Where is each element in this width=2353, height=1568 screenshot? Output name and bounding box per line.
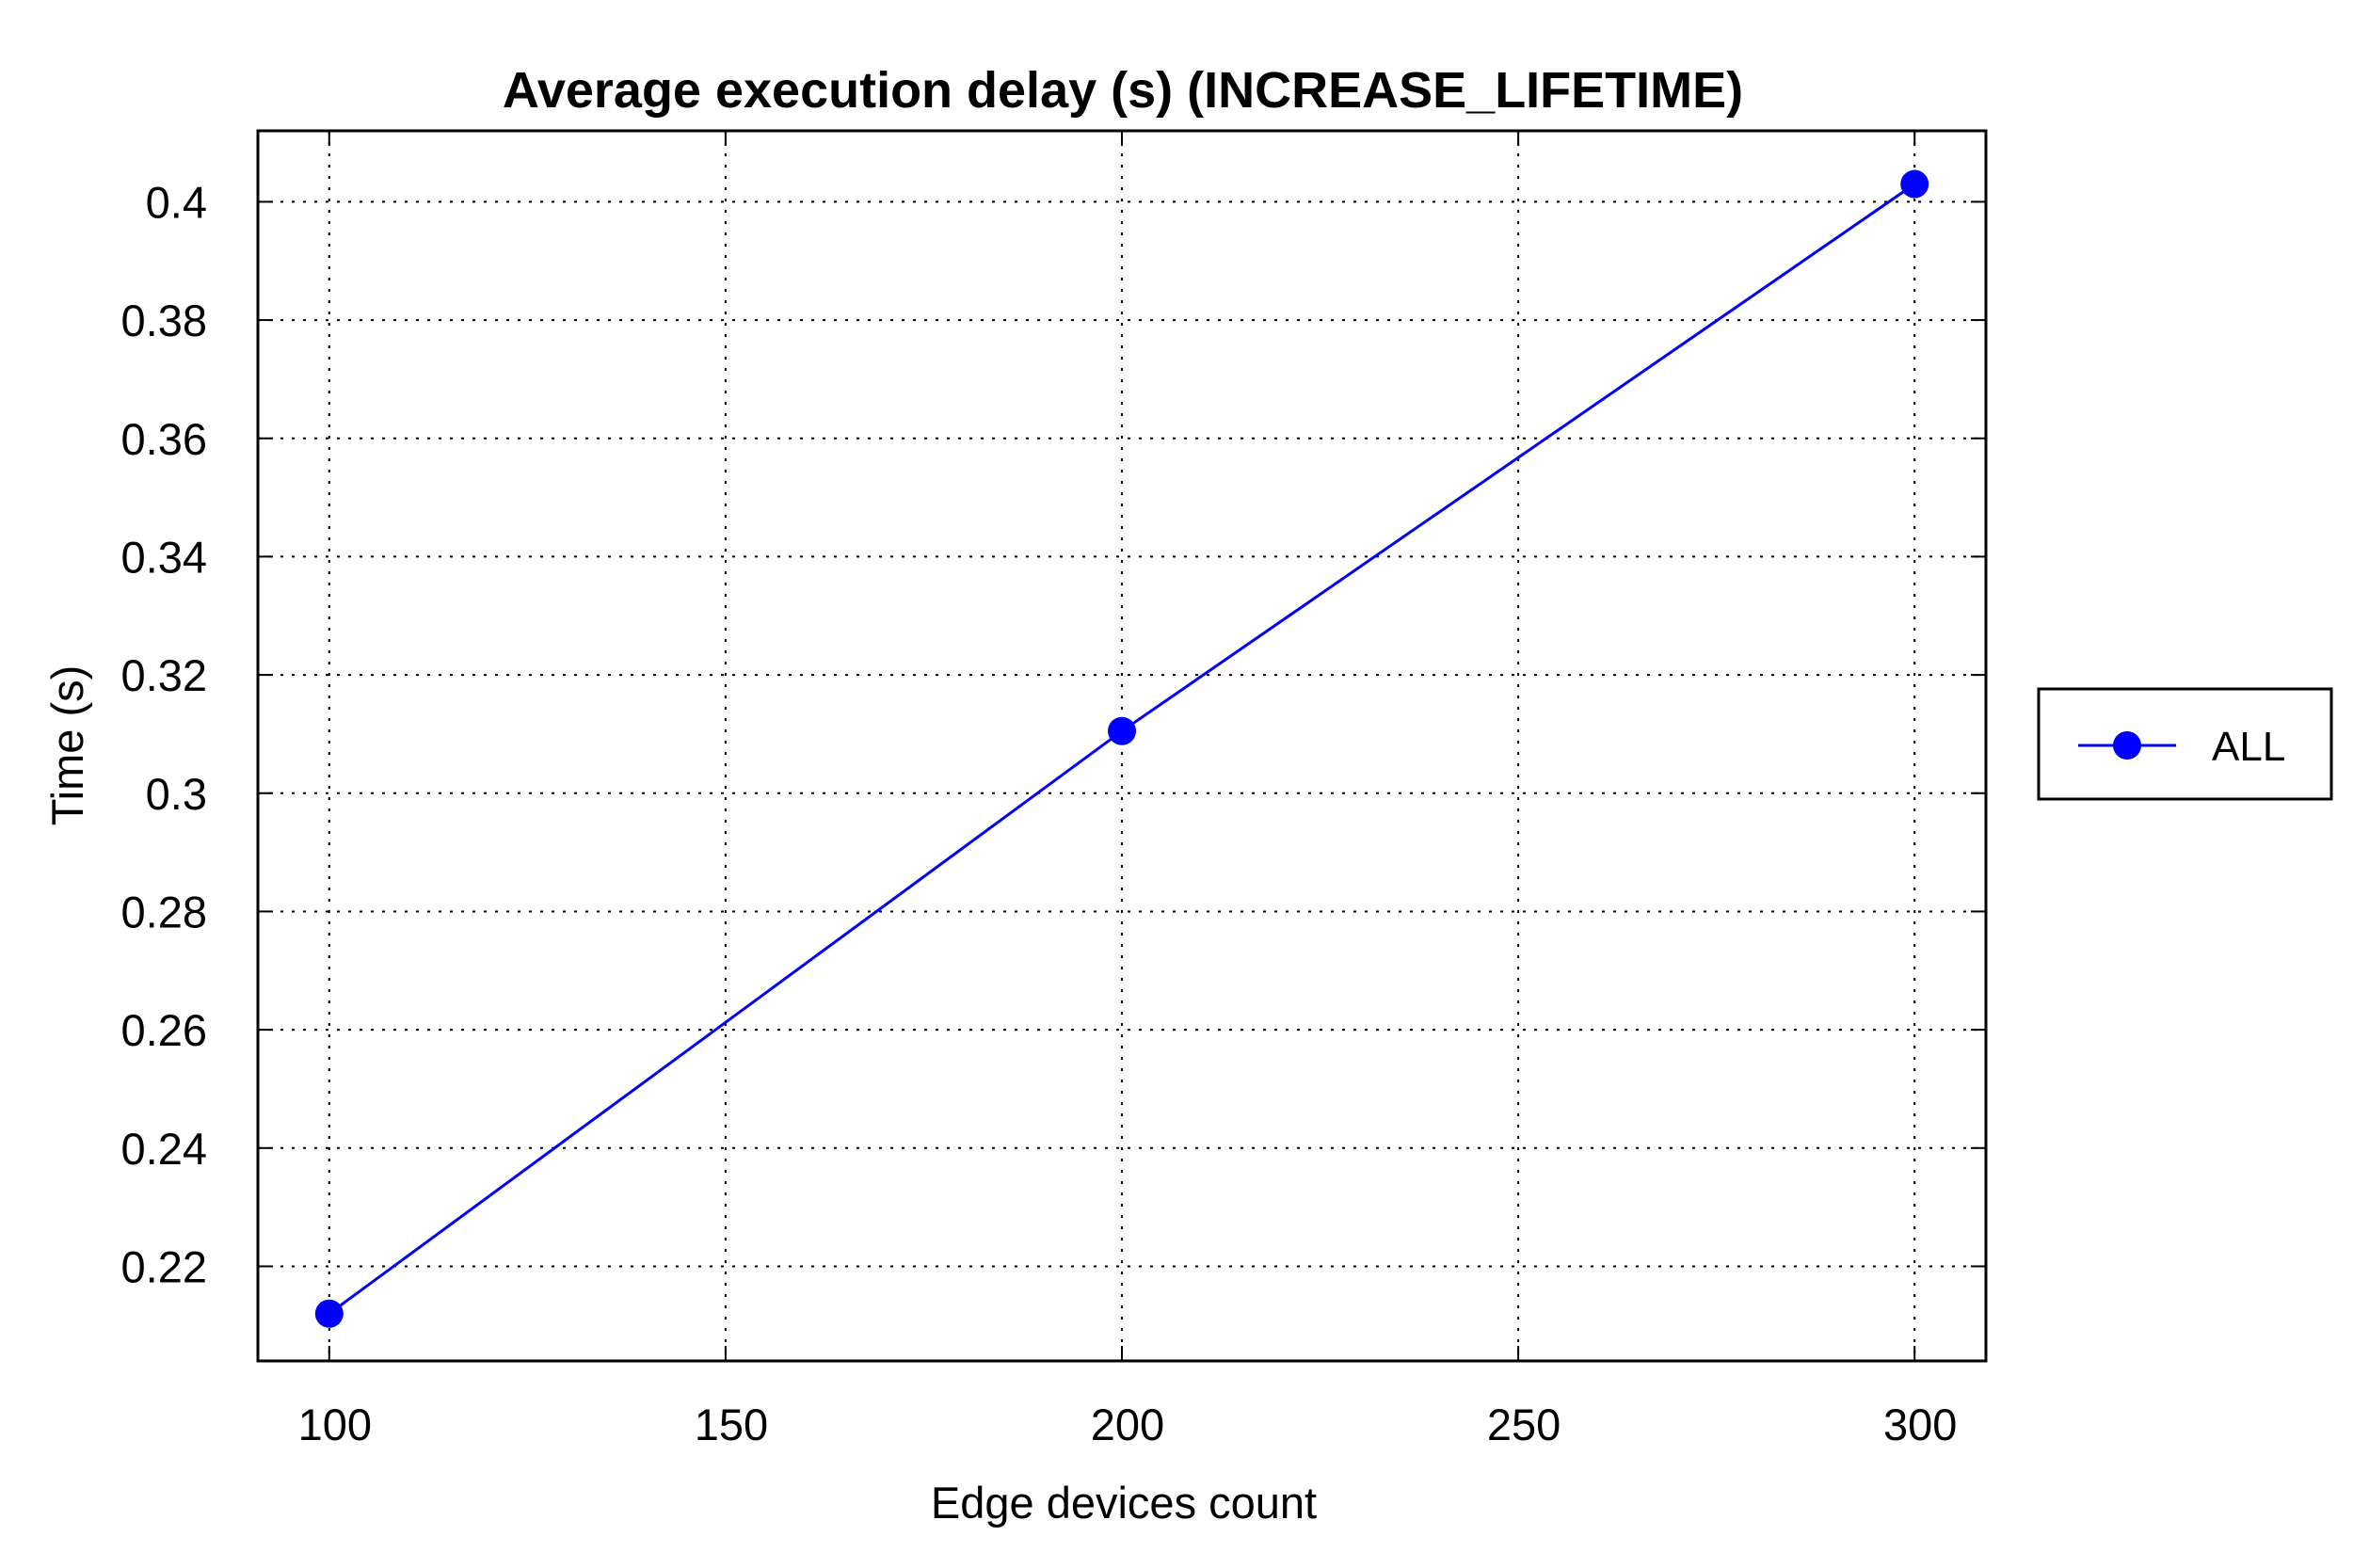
- x-tick-label: 250: [1487, 1400, 1561, 1449]
- y-tick-label: 0.4: [146, 177, 207, 227]
- legend-marker: [2113, 731, 2141, 760]
- y-tick-label: 0.38: [121, 296, 207, 345]
- y-tick-label: 0.32: [121, 650, 207, 700]
- y-tick-label: 0.22: [121, 1241, 207, 1291]
- data-point: [1108, 716, 1136, 745]
- y-tick-label: 0.28: [121, 887, 207, 936]
- chart-title: Average execution delay (s) (INCREASE_LI…: [503, 62, 1743, 119]
- legend-label-all: ALL: [2212, 724, 2285, 770]
- data-point: [314, 1299, 344, 1328]
- y-tick-label: 0.3: [146, 769, 207, 819]
- tick-marks: [258, 131, 1986, 1361]
- grid: [258, 131, 1986, 1361]
- x-axis-label: Edge devices count: [931, 1478, 1317, 1528]
- x-tick-label: 100: [298, 1400, 372, 1449]
- y-axis-label: Time (s): [42, 665, 92, 826]
- y-axis-tick-labels: 0.22 0.24 0.26 0.28 0.3 0.32 0.34 0.36 0.38 0.4: [121, 177, 207, 1291]
- y-tick-label: 0.24: [121, 1124, 207, 1174]
- x-tick-label: 200: [1091, 1400, 1164, 1449]
- plot-area-frame: [256, 129, 1988, 1363]
- x-axis-tick-labels: 100 150 200 250 300: [298, 1400, 1958, 1449]
- y-tick-label: 0.26: [121, 1005, 207, 1055]
- data-point: [1900, 169, 1929, 199]
- x-tick-label: 150: [695, 1400, 768, 1449]
- y-tick-label: 0.36: [121, 414, 207, 464]
- series-all: [314, 169, 1929, 1328]
- series-line: [328, 183, 1916, 1315]
- y-tick-label: 0.34: [121, 532, 207, 582]
- x-tick-label: 300: [1883, 1400, 1957, 1449]
- legend: ALL: [2037, 687, 2333, 801]
